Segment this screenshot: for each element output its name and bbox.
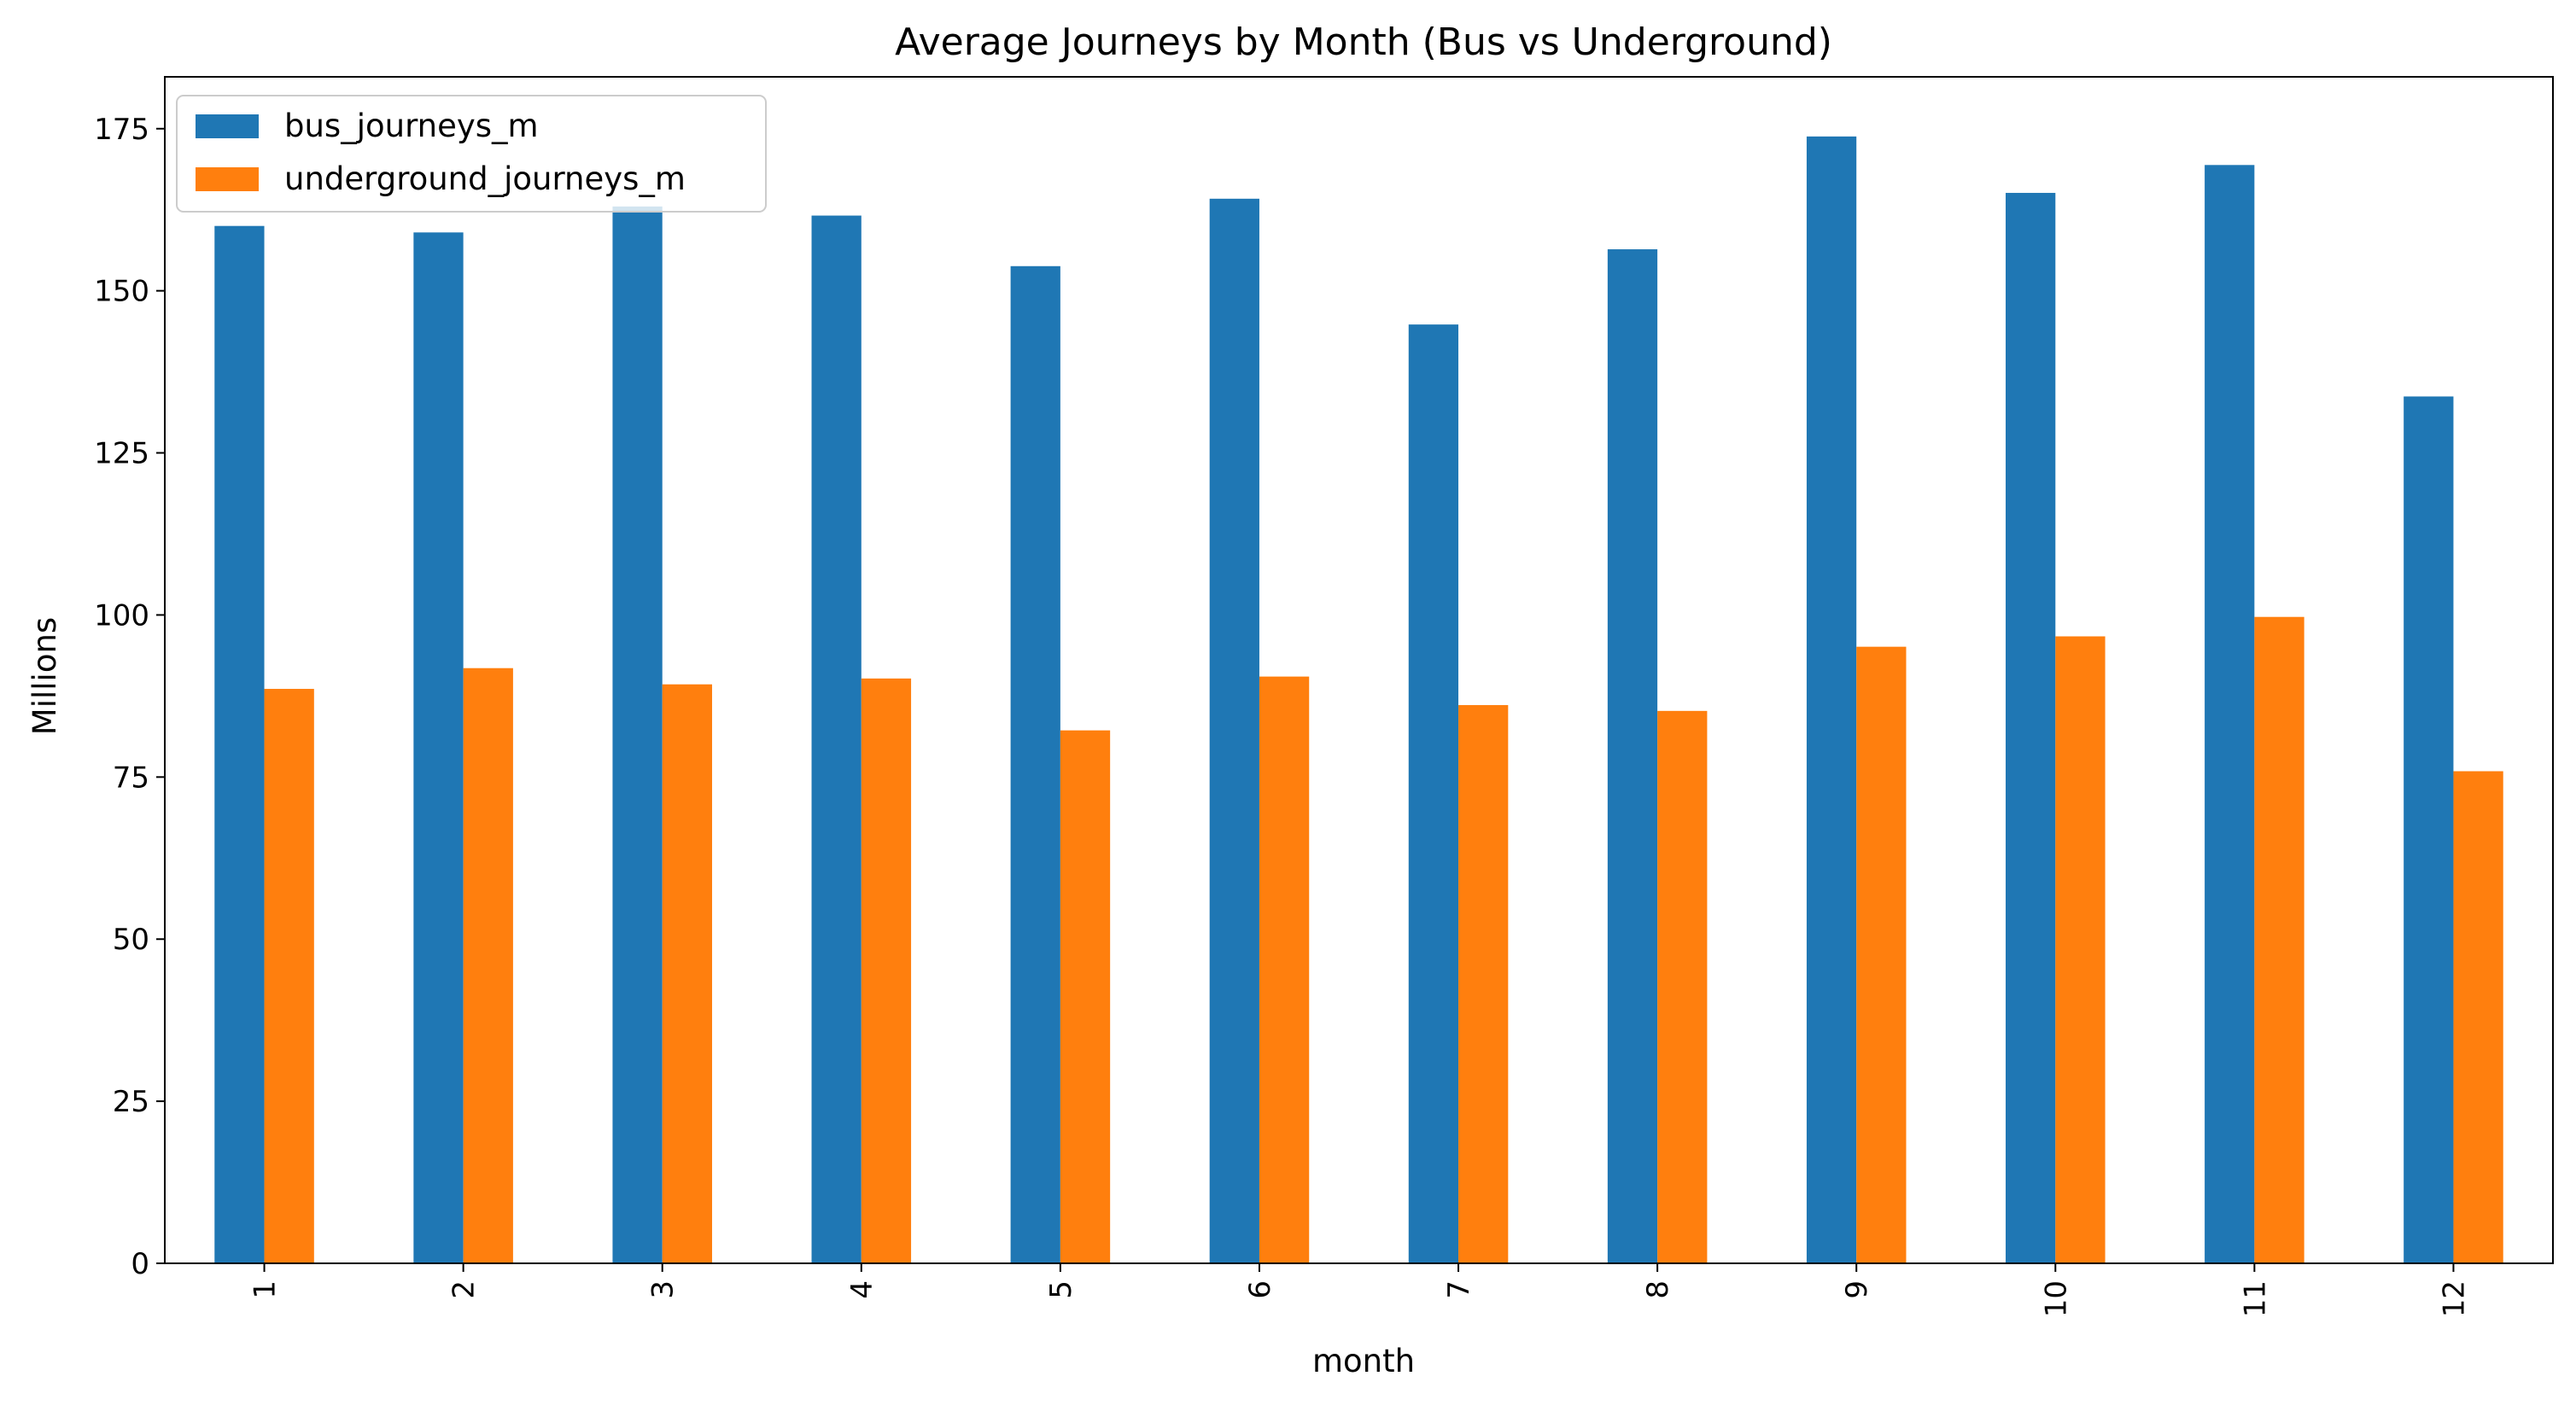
x-tick-label-4: 4 — [845, 1280, 879, 1299]
legend: bus_journeys_m underground_journeys_m — [176, 95, 767, 213]
plot-frame — [164, 76, 2554, 1264]
bar-bus_journeys_m-3 — [612, 206, 663, 1263]
bar-underground_journeys_m-4 — [861, 678, 912, 1263]
bar-bus_journeys_m-4 — [811, 215, 862, 1263]
x-tick-label-12: 12 — [2437, 1280, 2471, 1317]
legend-label-underground_journeys_m: underground_journeys_m — [284, 160, 686, 197]
legend-box — [176, 95, 767, 213]
y-tick-label-25: 25 — [113, 1085, 149, 1119]
y-tick-label-100: 100 — [94, 598, 149, 633]
y-tick-label-50: 50 — [113, 923, 149, 957]
bar-bus_journeys_m-2 — [413, 232, 464, 1263]
bar-bus_journeys_m-5 — [1010, 265, 1060, 1263]
y-tick-label-0: 0 — [131, 1247, 149, 1281]
bar-bus_journeys_m-12 — [2404, 396, 2454, 1264]
x-tick-label-8: 8 — [1641, 1280, 1675, 1299]
x-tick-label-5: 5 — [1044, 1280, 1078, 1299]
legend-label-bus_journeys_m: bus_journeys_m — [284, 108, 539, 144]
chart-title: Average Journeys by Month (Bus vs Underg… — [895, 20, 1832, 64]
bar-underground_journeys_m-2 — [463, 668, 513, 1263]
bar-bus_journeys_m-10 — [2006, 192, 2056, 1264]
bar-underground_journeys_m-1 — [264, 689, 314, 1263]
y-tick-label-175: 175 — [94, 113, 149, 147]
x-tick-label-7: 7 — [1442, 1280, 1476, 1299]
y-tick-label-75: 75 — [113, 761, 149, 795]
x-tick-label-11: 11 — [2238, 1280, 2272, 1317]
bar-underground_journeys_m-9 — [1856, 646, 1907, 1263]
bar-bus_journeys_m-1 — [214, 225, 265, 1264]
x-tick-label-10: 10 — [2039, 1280, 2073, 1317]
legend-swatch-bus_journeys_m — [196, 114, 259, 138]
x-tick-label-2: 2 — [447, 1280, 482, 1299]
x-tick-label-9: 9 — [1840, 1280, 1874, 1299]
bar-bus_journeys_m-6 — [1209, 198, 1259, 1263]
y-tick-label-150: 150 — [94, 275, 149, 309]
bar-bus_journeys_m-7 — [1408, 324, 1459, 1263]
bar-underground_journeys_m-11 — [2254, 616, 2304, 1263]
legend-swatch-underground_journeys_m — [196, 167, 259, 191]
y-tick-label-125: 125 — [94, 437, 149, 471]
bar-underground_journeys_m-10 — [2055, 636, 2106, 1263]
bar-underground_journeys_m-6 — [1259, 676, 1310, 1263]
x-tick-label-3: 3 — [646, 1280, 681, 1299]
bar-bus_journeys_m-8 — [1607, 249, 1658, 1263]
bar-bus_journeys_m-11 — [2205, 165, 2255, 1263]
bar-underground_journeys_m-7 — [1458, 705, 1509, 1263]
bar-underground_journeys_m-12 — [2453, 771, 2503, 1263]
bar-underground_journeys_m-8 — [1657, 710, 1708, 1263]
y-axis-label: Millions — [26, 617, 63, 735]
x-tick-label-6: 6 — [1243, 1280, 1277, 1299]
bar-bus_journeys_m-9 — [1806, 136, 1857, 1263]
x-tick-label-1: 1 — [248, 1280, 283, 1299]
bar-underground_journeys_m-5 — [1060, 730, 1111, 1263]
bar-underground_journeys_m-3 — [662, 684, 712, 1263]
x-axis-label: month — [1312, 1343, 1415, 1379]
